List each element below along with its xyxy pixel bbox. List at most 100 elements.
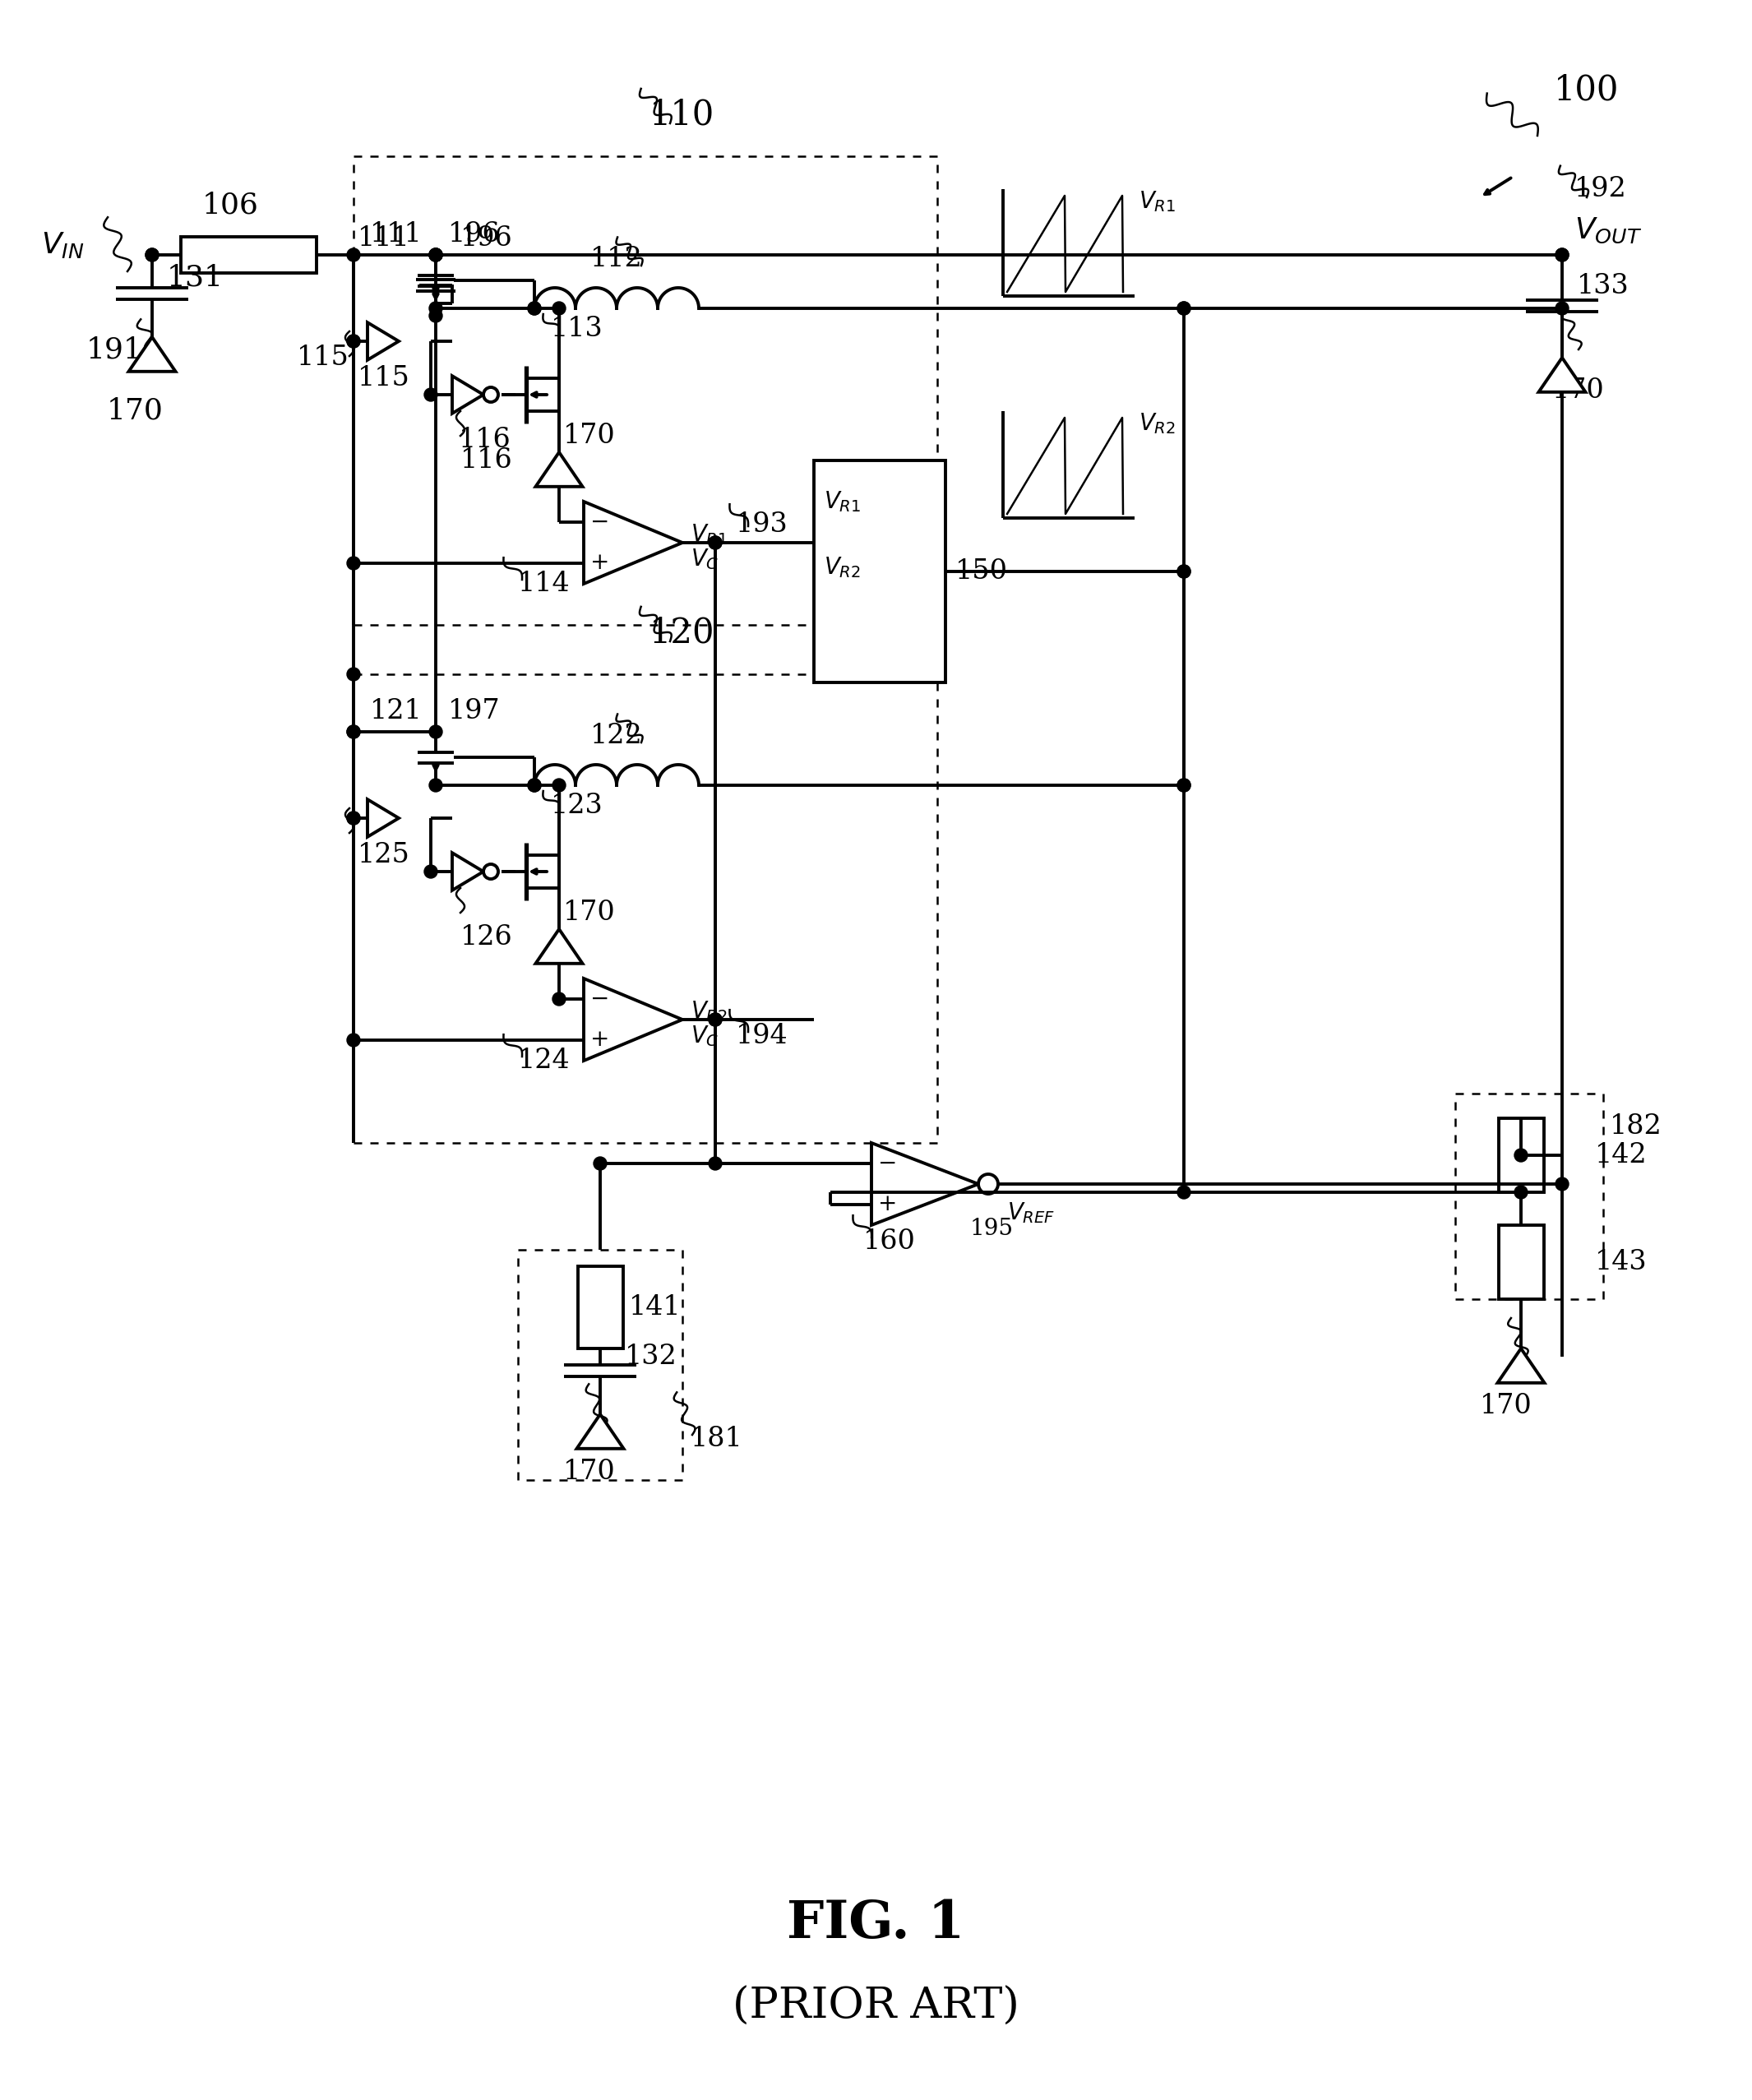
Circle shape — [429, 779, 442, 792]
Text: 196: 196 — [461, 225, 513, 252]
Polygon shape — [128, 338, 175, 372]
Circle shape — [347, 668, 361, 680]
Polygon shape — [583, 979, 682, 1060]
Text: 114: 114 — [519, 571, 569, 596]
Text: 123: 123 — [550, 792, 603, 819]
Text: 142: 142 — [1594, 1142, 1647, 1168]
Text: 126: 126 — [461, 924, 513, 951]
Polygon shape — [452, 376, 484, 414]
Text: −: − — [590, 987, 610, 1010]
Circle shape — [347, 811, 361, 825]
Text: 133: 133 — [1577, 273, 1629, 300]
Text: 115: 115 — [357, 365, 410, 391]
Text: 106: 106 — [201, 191, 259, 220]
Circle shape — [1177, 1186, 1190, 1199]
Circle shape — [429, 248, 442, 262]
Polygon shape — [368, 323, 399, 359]
Polygon shape — [576, 1413, 624, 1449]
Text: 150: 150 — [955, 559, 1007, 584]
Text: $V_C$: $V_C$ — [690, 546, 718, 571]
Text: $V_{R2}$: $V_{R2}$ — [1139, 412, 1176, 435]
Circle shape — [710, 536, 722, 550]
Text: −: − — [590, 510, 610, 533]
Text: $V_{OUT}$: $V_{OUT}$ — [1575, 216, 1642, 246]
Text: 194: 194 — [736, 1023, 788, 1050]
Circle shape — [1514, 1149, 1528, 1161]
Circle shape — [527, 779, 541, 792]
Text: 170: 170 — [107, 397, 163, 424]
Bar — [1498, 1224, 1544, 1300]
Text: 111: 111 — [357, 225, 410, 252]
Text: 181: 181 — [690, 1426, 743, 1451]
Text: 170: 170 — [562, 422, 615, 449]
Bar — [354, 155, 937, 626]
Circle shape — [429, 248, 442, 262]
Bar — [1456, 1094, 1603, 1300]
Circle shape — [1556, 248, 1568, 262]
Text: $V_{R1}$: $V_{R1}$ — [823, 489, 860, 514]
Text: 170: 170 — [1480, 1392, 1533, 1420]
Text: 122: 122 — [590, 722, 643, 750]
Bar — [815, 460, 946, 682]
Circle shape — [527, 302, 541, 315]
Circle shape — [347, 1033, 361, 1046]
Circle shape — [527, 779, 541, 792]
Circle shape — [429, 309, 442, 321]
Polygon shape — [871, 1142, 978, 1224]
Text: +: + — [590, 552, 610, 573]
Text: 197: 197 — [449, 697, 501, 724]
Bar — [180, 237, 317, 273]
Circle shape — [594, 1157, 606, 1170]
Bar — [578, 1266, 622, 1348]
Circle shape — [347, 724, 361, 739]
Circle shape — [552, 302, 566, 315]
Polygon shape — [1538, 357, 1586, 393]
Text: 121: 121 — [370, 697, 422, 724]
Text: $V_{R2}$: $V_{R2}$ — [690, 1000, 727, 1023]
Text: 112: 112 — [590, 246, 643, 273]
Circle shape — [978, 1174, 999, 1195]
Circle shape — [710, 1157, 722, 1170]
Polygon shape — [368, 800, 399, 838]
Bar — [519, 1249, 682, 1480]
Text: 195: 195 — [971, 1218, 1014, 1241]
Text: $V_C$: $V_C$ — [690, 1025, 718, 1048]
Text: 170: 170 — [1552, 378, 1605, 403]
Circle shape — [347, 248, 361, 262]
Text: $V_{REF}$: $V_{REF}$ — [1007, 1201, 1055, 1224]
Polygon shape — [583, 502, 682, 584]
Circle shape — [1177, 565, 1190, 578]
Circle shape — [347, 334, 361, 349]
Circle shape — [347, 556, 361, 569]
Circle shape — [552, 993, 566, 1006]
Text: 191: 191 — [86, 336, 144, 363]
Circle shape — [1556, 248, 1568, 262]
Text: 113: 113 — [550, 315, 603, 342]
Text: −: − — [878, 1153, 897, 1174]
Text: 132: 132 — [625, 1344, 678, 1369]
Circle shape — [145, 248, 159, 262]
Circle shape — [429, 724, 442, 739]
Polygon shape — [1498, 1348, 1545, 1382]
Circle shape — [1177, 779, 1190, 792]
Text: 170: 170 — [562, 1460, 615, 1485]
Circle shape — [424, 388, 438, 401]
Circle shape — [1177, 779, 1190, 792]
Text: +: + — [878, 1193, 897, 1216]
Circle shape — [429, 302, 442, 315]
Circle shape — [484, 865, 498, 880]
Circle shape — [484, 386, 498, 401]
Text: $V_{R1}$: $V_{R1}$ — [690, 523, 727, 546]
Text: (PRIOR ART): (PRIOR ART) — [732, 1984, 1020, 2026]
Circle shape — [347, 811, 361, 825]
Circle shape — [527, 302, 541, 315]
Circle shape — [347, 724, 361, 739]
Text: $V_{R1}$: $V_{R1}$ — [1139, 189, 1176, 214]
Text: 111: 111 — [370, 220, 422, 248]
Circle shape — [710, 1012, 722, 1027]
Circle shape — [1177, 565, 1190, 578]
Text: 100: 100 — [1554, 74, 1619, 107]
Text: 110: 110 — [650, 99, 715, 132]
Circle shape — [1556, 1178, 1568, 1191]
Text: 125: 125 — [357, 842, 410, 867]
